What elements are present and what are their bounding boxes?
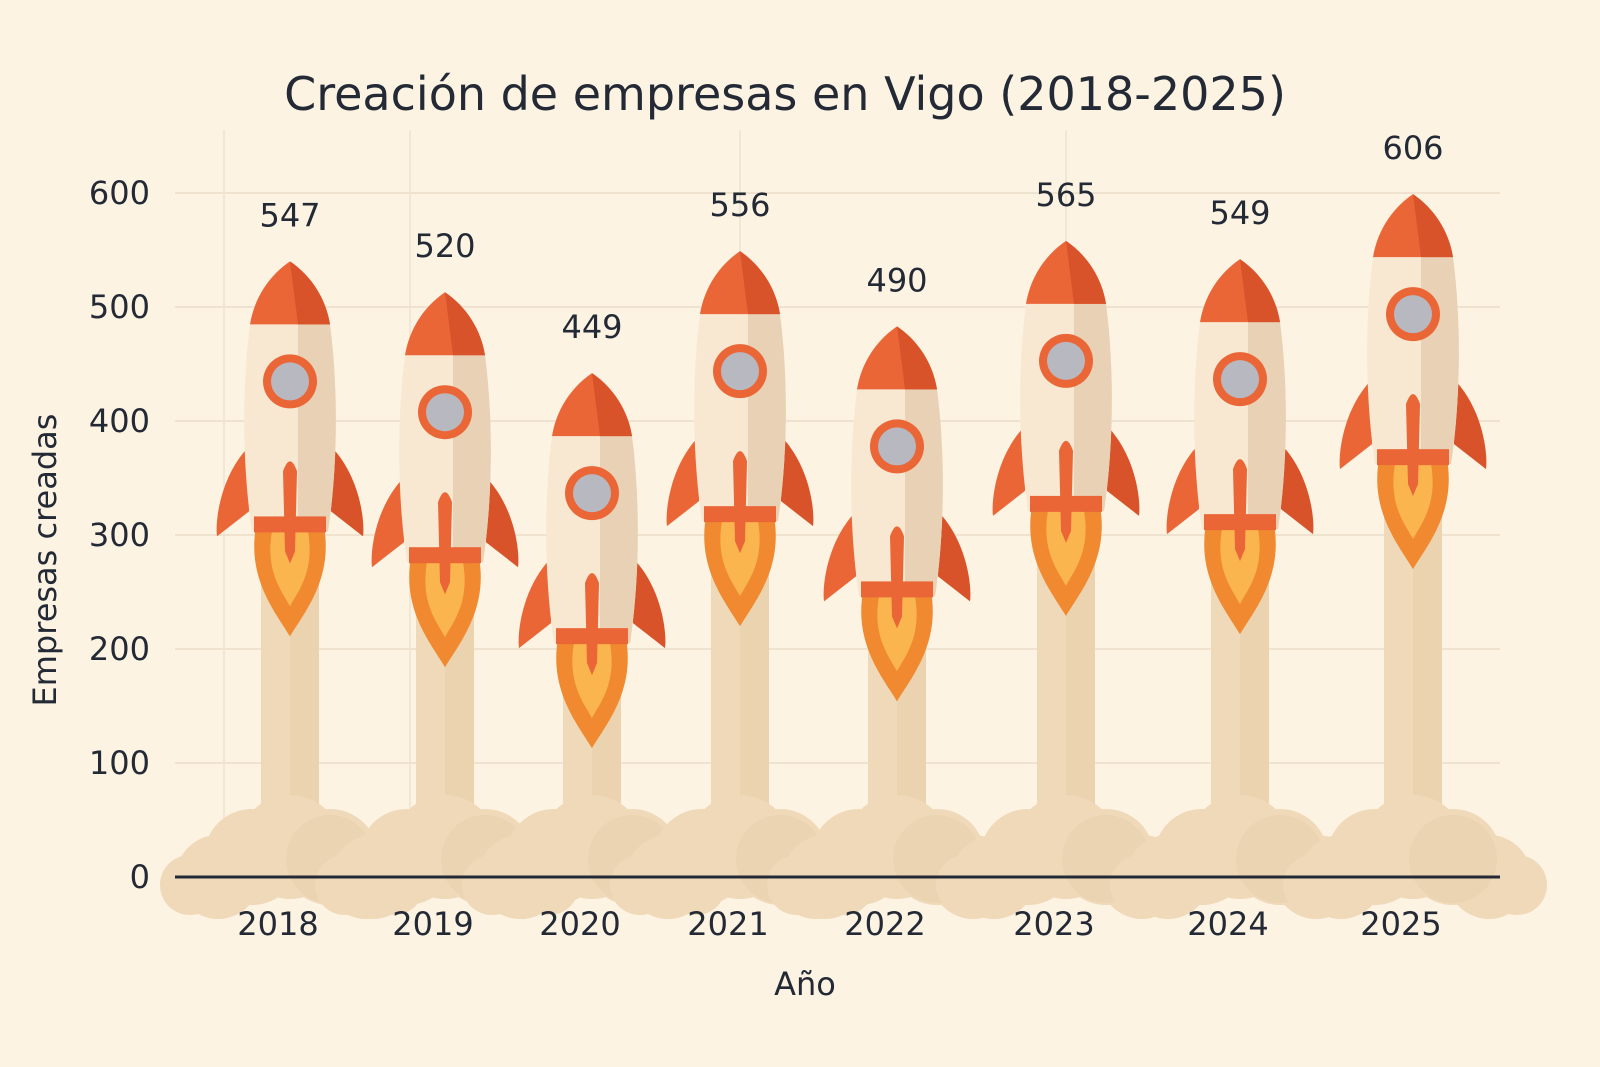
left-fin — [216, 446, 249, 537]
rocket-icon — [1166, 259, 1314, 635]
y-tick-label: 600 — [89, 174, 150, 212]
y-tick-label: 300 — [89, 516, 150, 554]
rocket-layer — [216, 194, 1487, 749]
window-glass — [1047, 341, 1085, 380]
right-fin — [486, 477, 519, 568]
right-fin — [633, 558, 666, 649]
nose-cone-shade — [897, 326, 937, 390]
rocket-icon — [666, 251, 814, 627]
flame-inner — [270, 531, 310, 607]
rocket-body-shade — [1421, 257, 1459, 465]
left-fin — [1339, 379, 1372, 470]
center-fin — [585, 573, 599, 676]
x-tick-label: 2019 — [392, 905, 473, 943]
flame-inner — [1393, 464, 1433, 540]
y-tick-label: 100 — [89, 744, 150, 782]
x-tick-label: 2021 — [687, 905, 768, 943]
chart-title: Creación de empresas en Vigo (2018-2025) — [284, 67, 1286, 121]
center-fin — [1059, 440, 1073, 543]
nose-cone-shade — [592, 373, 632, 437]
rocket-icon — [992, 240, 1140, 616]
right-fin — [938, 511, 971, 602]
center-fin — [1233, 459, 1247, 562]
smoke-cloud-icon — [1283, 795, 1547, 919]
x-axis-label: Año — [774, 965, 836, 1003]
flame-inner — [720, 521, 760, 597]
window-glass — [573, 474, 611, 513]
flame-inner — [572, 643, 612, 719]
rocket-icon — [371, 292, 519, 668]
right-fin — [781, 436, 814, 527]
rocket-body-shade — [905, 389, 943, 597]
data-label: 547 — [259, 196, 320, 234]
left-fin — [992, 425, 1025, 516]
rocket-body-shade — [600, 436, 638, 644]
y-tick-labels: 0 100 200 300 400 500 600 — [89, 174, 150, 896]
center-fin — [890, 526, 904, 629]
right-fin — [331, 446, 364, 537]
left-fin — [371, 477, 404, 568]
nose-cone-shade — [290, 261, 330, 325]
data-label: 556 — [709, 186, 770, 224]
x-tick-label: 2020 — [539, 905, 620, 943]
flame-inner — [1220, 529, 1260, 605]
window-glass — [426, 393, 464, 432]
rocket-body-shade — [1074, 303, 1112, 511]
rocket-icon — [518, 373, 666, 749]
center-fin — [733, 451, 747, 554]
right-fin — [1454, 379, 1487, 470]
x-tick-label: 2023 — [1013, 905, 1094, 943]
data-label: 490 — [866, 261, 927, 299]
rocket-icon — [216, 261, 364, 637]
left-fin — [823, 511, 856, 602]
flame-inner — [1046, 510, 1086, 586]
x-tick-label: 2022 — [844, 905, 925, 943]
flame-inner — [425, 562, 465, 638]
right-fin — [1107, 425, 1140, 516]
window-glass — [1221, 360, 1259, 399]
data-label: 606 — [1382, 129, 1443, 167]
data-labels: 547 520 449 556 490 565 549 606 — [259, 129, 1443, 346]
y-axis-label: Empresas creadas — [26, 414, 64, 707]
left-fin — [518, 558, 551, 649]
left-fin — [1166, 444, 1199, 535]
left-fin — [666, 436, 699, 527]
window-glass — [721, 352, 759, 391]
data-label: 549 — [1209, 194, 1270, 232]
rocket-icon — [1339, 194, 1487, 570]
x-tick-labels: 2018 2019 2020 2021 2022 2023 2024 2025 — [237, 905, 1441, 943]
right-fin — [1281, 444, 1314, 535]
window-glass — [271, 362, 309, 401]
rocket-body-shade — [748, 314, 786, 522]
y-tick-label: 400 — [89, 402, 150, 440]
nose-cone-shade — [1066, 240, 1106, 304]
y-tick-label: 500 — [89, 288, 150, 326]
data-label: 449 — [561, 308, 622, 346]
center-fin — [438, 492, 452, 595]
rocket-body-shade — [453, 355, 491, 563]
nose-cone-shade — [740, 251, 780, 315]
rocket-body-shade — [1248, 322, 1286, 530]
center-fin — [283, 461, 297, 564]
x-tick-label: 2025 — [1360, 905, 1441, 943]
y-tick-label: 0 — [130, 858, 150, 896]
flame-inner — [877, 596, 917, 672]
rocket-body-shade — [298, 324, 336, 532]
data-label: 565 — [1035, 176, 1096, 214]
center-fin — [1406, 394, 1420, 497]
nose-cone-shade — [1240, 259, 1280, 323]
y-tick-label: 200 — [89, 630, 150, 668]
rocket-icon — [823, 326, 971, 702]
x-tick-label: 2024 — [1187, 905, 1268, 943]
nose-cone-shade — [1413, 194, 1453, 258]
nose-cone-shade — [445, 292, 485, 356]
window-glass — [878, 427, 916, 466]
data-label: 520 — [414, 227, 475, 265]
window-glass — [1394, 295, 1432, 334]
x-tick-label: 2018 — [237, 905, 318, 943]
